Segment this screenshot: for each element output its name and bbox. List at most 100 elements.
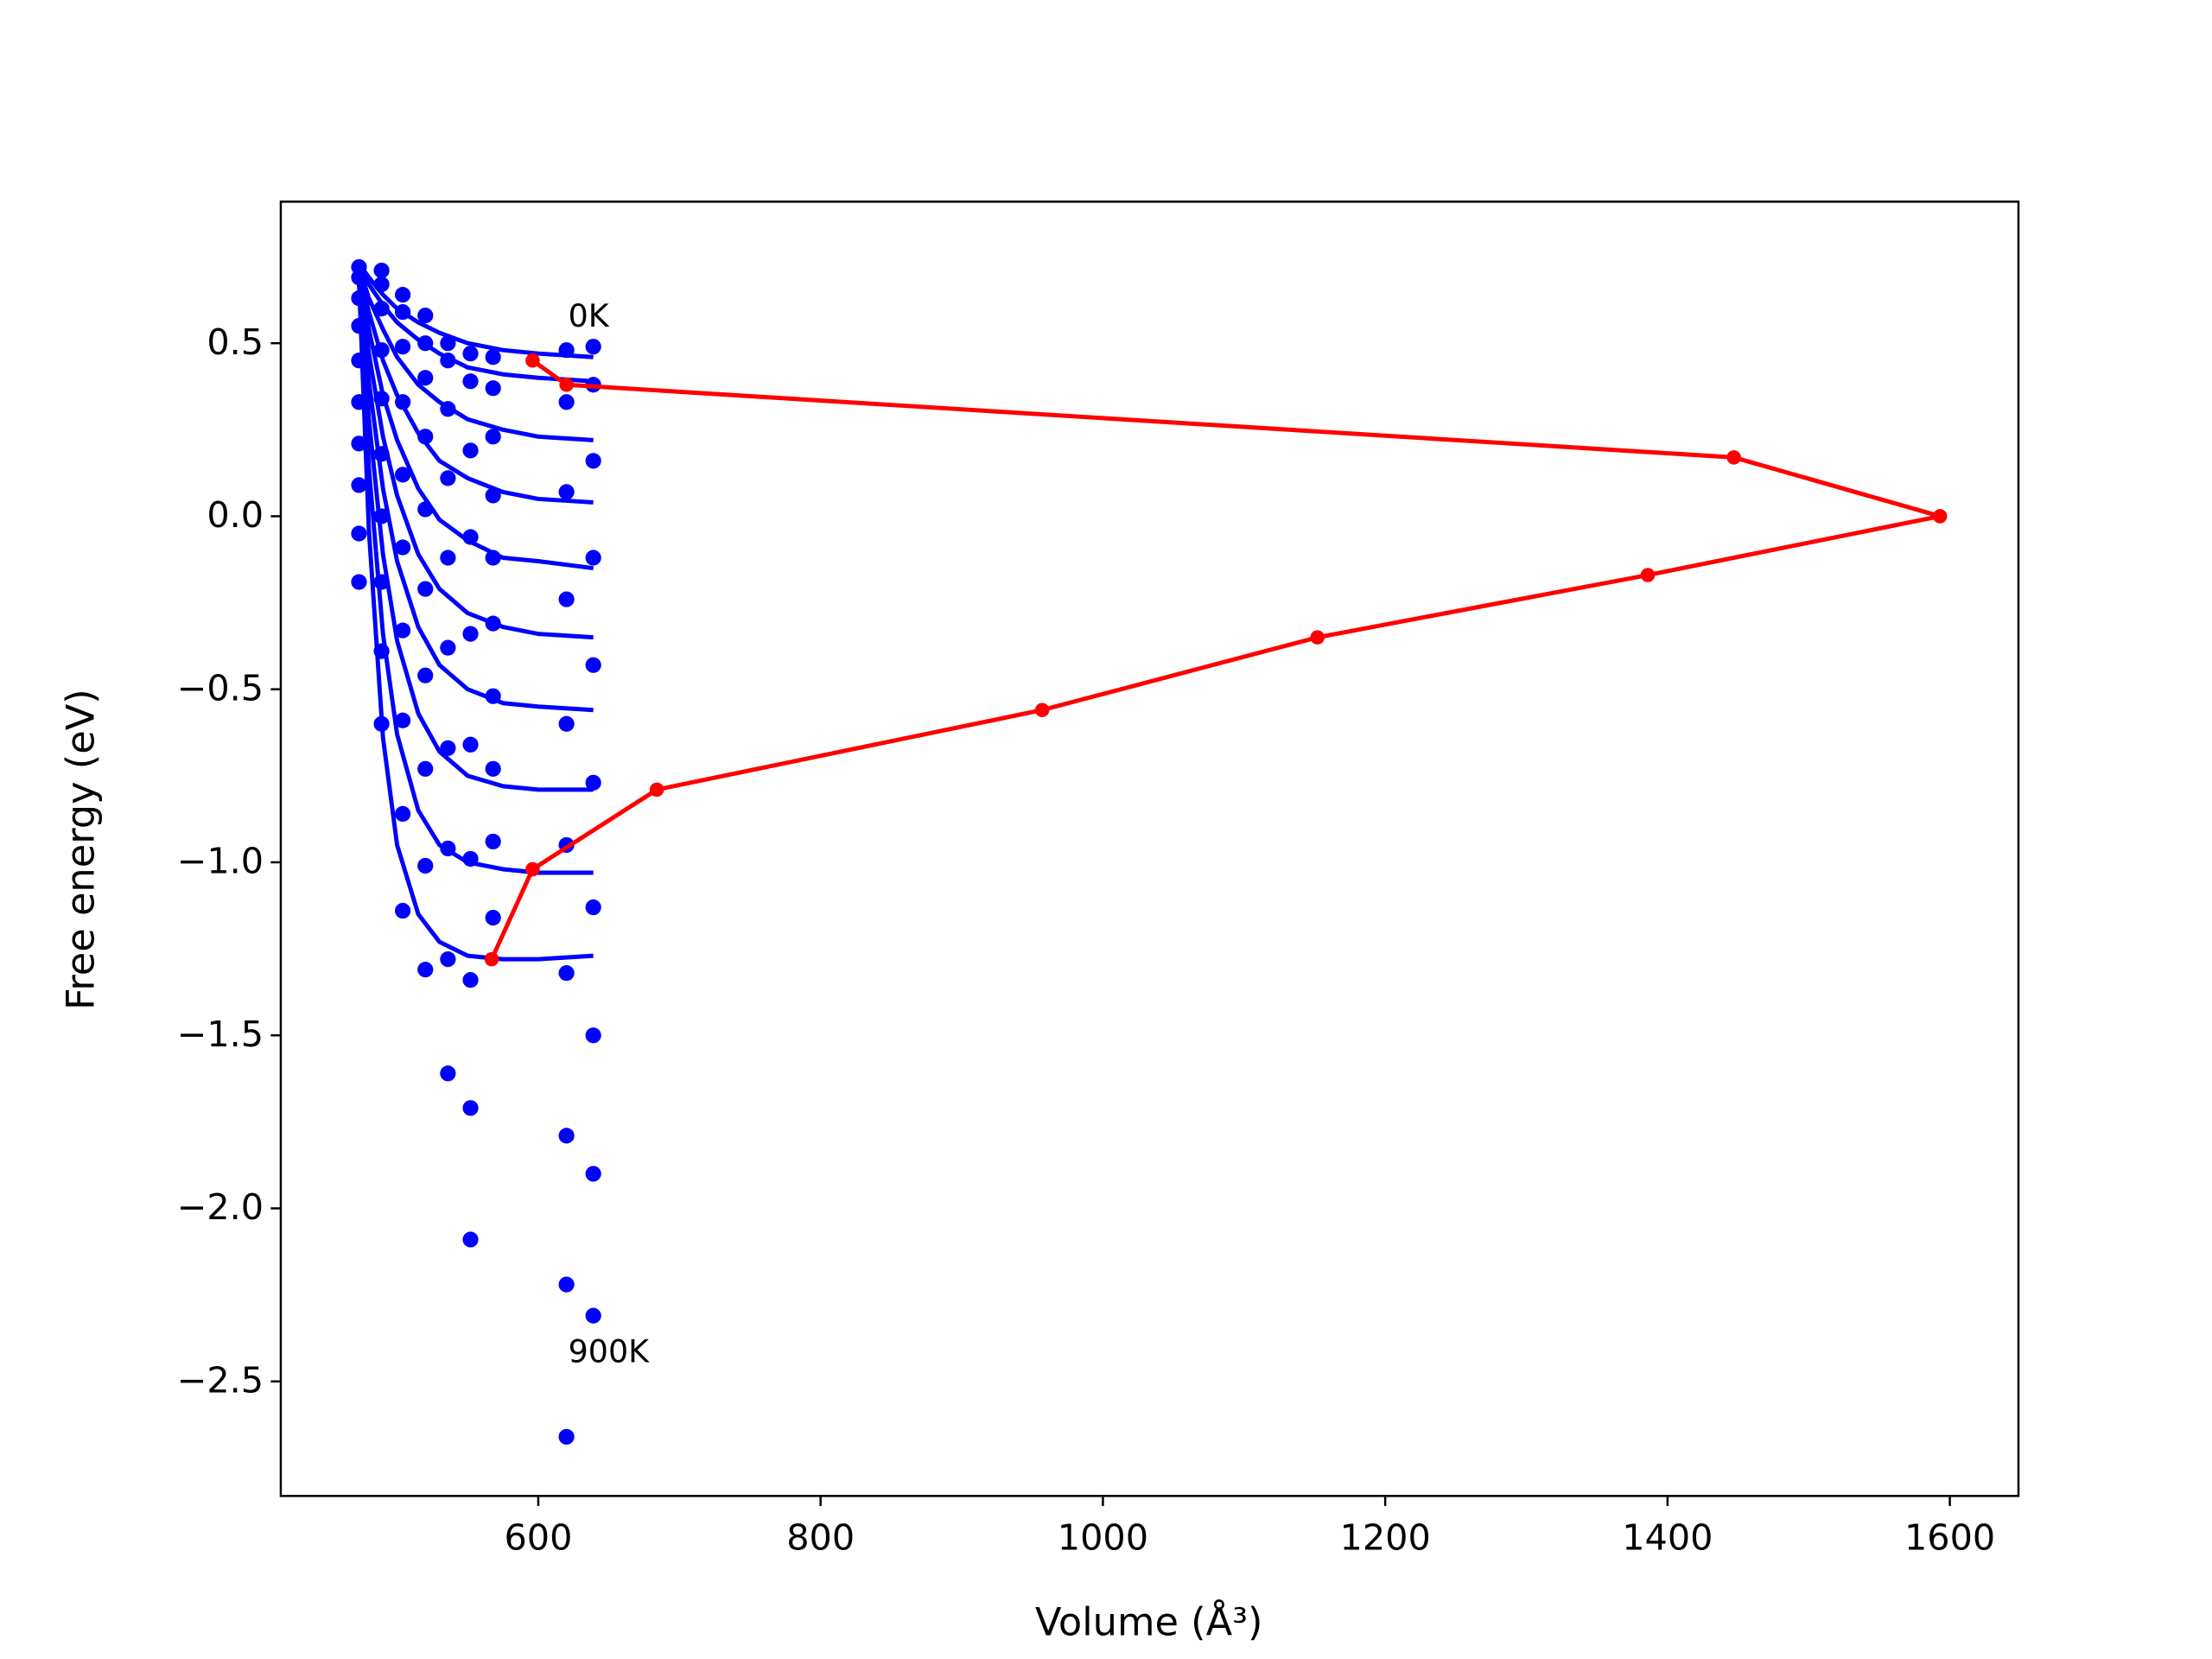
data-point: [417, 581, 434, 597]
data-point: [417, 308, 434, 324]
y-tick-label: −2.5: [177, 1359, 264, 1401]
data-point: [585, 550, 601, 566]
data-point: [417, 335, 434, 352]
data-point: [485, 909, 501, 926]
data-point: [351, 290, 367, 307]
y-tick-label: −1.5: [177, 1014, 264, 1055]
data-point: [373, 446, 390, 462]
data-point: [485, 833, 501, 850]
data-point: [585, 1027, 601, 1044]
data-point: [417, 760, 434, 777]
data-point: [417, 501, 434, 518]
data-point: [462, 626, 479, 642]
data-point: [585, 774, 601, 791]
data-point: [351, 353, 367, 369]
data-point: [585, 657, 601, 673]
data-point: [395, 304, 411, 321]
y-tick-label: −1.0: [177, 841, 264, 882]
data-point: [395, 902, 411, 919]
data-point: [440, 550, 456, 566]
marker: [525, 353, 540, 368]
data-point: [585, 899, 601, 916]
data-point: [485, 550, 501, 566]
data-point: [585, 453, 601, 469]
data-point: [462, 850, 479, 868]
annotation: 900K: [569, 1332, 650, 1370]
curve: [356, 280, 594, 962]
data-point: [558, 484, 575, 500]
data-point: [585, 339, 601, 355]
data-point: [351, 525, 367, 542]
curve: [356, 280, 594, 875]
curve: [356, 276, 594, 792]
data-point: [373, 574, 390, 590]
data-point: [440, 470, 456, 486]
marker: [484, 951, 499, 967]
data-point: [485, 615, 501, 632]
y-tick-label: 0.5: [207, 321, 264, 363]
curve: [357, 270, 594, 505]
marker: [559, 377, 574, 392]
marker: [1310, 630, 1325, 645]
data-point: [440, 1065, 456, 1082]
marker: [1034, 702, 1050, 718]
curve: [489, 359, 1942, 961]
x-tick-label: 1200: [1340, 1517, 1431, 1559]
data-point: [585, 1166, 601, 1182]
x-tick-label: 1600: [1904, 1517, 1995, 1559]
data-point: [417, 962, 434, 978]
data-point: [373, 276, 390, 293]
data-point: [417, 667, 434, 683]
plot-frame: [279, 200, 2020, 1497]
data-point: [351, 435, 367, 452]
data-point: [462, 529, 479, 545]
data-point: [373, 508, 390, 524]
curve: [356, 276, 594, 713]
data-point: [440, 335, 456, 352]
data-point: [485, 487, 501, 504]
data-point: [373, 262, 390, 279]
data-point: [440, 951, 456, 968]
data-point: [395, 539, 411, 556]
x-tick-label: 1400: [1622, 1517, 1713, 1559]
marker: [649, 782, 664, 798]
y-tick-label: 0.0: [207, 494, 264, 536]
data-point: [440, 401, 456, 417]
data-point: [351, 574, 367, 590]
marker: [1640, 568, 1656, 582]
data-point: [373, 342, 390, 359]
data-point: [485, 349, 501, 365]
y-tick-label: −0.5: [177, 667, 264, 709]
data-point: [558, 394, 575, 410]
data-point: [558, 1276, 575, 1293]
data-point: [351, 477, 367, 493]
x-tick-label: 600: [504, 1517, 572, 1559]
data-point: [558, 1428, 575, 1445]
y-axis-label: Free energy (eV): [59, 689, 104, 1010]
data-point: [558, 342, 575, 359]
data-point: [351, 269, 367, 286]
data-point: [462, 346, 479, 362]
data-point: [440, 353, 456, 369]
data-point: [351, 318, 367, 334]
data-point: [395, 467, 411, 483]
data-point: [395, 805, 411, 822]
x-axis-label: Volume (Å³): [1035, 1599, 1263, 1644]
data-point: [558, 965, 575, 982]
data-point: [440, 740, 456, 756]
data-point: [462, 373, 479, 390]
marker: [525, 861, 540, 877]
data-point: [417, 857, 434, 874]
data-point: [485, 429, 501, 445]
data-point: [395, 339, 411, 355]
data-point: [373, 643, 390, 659]
y-tick-label: −2.0: [177, 1186, 264, 1228]
data-point: [462, 442, 479, 459]
data-point: [417, 429, 434, 445]
data-point: [440, 840, 456, 857]
marker: [1726, 450, 1741, 465]
data-point: [395, 622, 411, 639]
data-point: [462, 972, 479, 988]
